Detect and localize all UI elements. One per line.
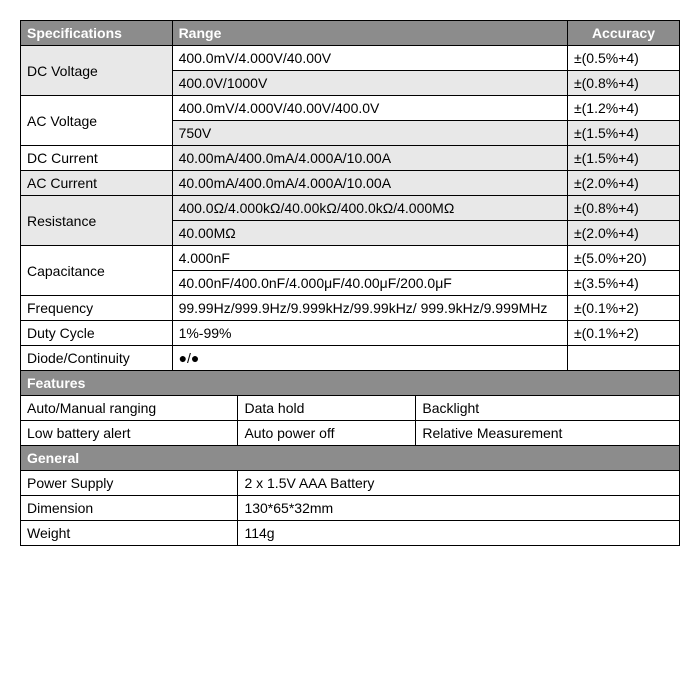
general-label: Dimension — [21, 496, 238, 521]
spec-accuracy: ±(3.5%+4) — [567, 271, 679, 296]
spec-name: Duty Cycle — [21, 321, 173, 346]
spec-range: 40.00mA/400.0mA/4.000A/10.00A — [172, 171, 567, 196]
spec-accuracy: ±(0.5%+4) — [567, 46, 679, 71]
feature-cell: Auto power off — [238, 421, 416, 446]
spec-range: 99.99Hz/999.9Hz/9.999kHz/99.99kHz/ 999.9… — [172, 296, 567, 321]
spec-accuracy: ±(1.5%+4) — [567, 121, 679, 146]
spec-row: Diode/Continuity ●/● — [21, 346, 680, 371]
spec-accuracy: ±(0.1%+2) — [567, 296, 679, 321]
header-range: Range — [172, 21, 567, 46]
general-row: Power Supply 2 x 1.5V AAA Battery — [21, 471, 680, 496]
general-value: 130*65*32mm — [238, 496, 680, 521]
spec-name: Frequency — [21, 296, 173, 321]
spec-row: AC Voltage 400.0mV/4.000V/40.00V/400.0V … — [21, 96, 680, 121]
spec-name: AC Current — [21, 171, 173, 196]
spec-accuracy — [567, 346, 679, 371]
spec-accuracy: ±(2.0%+4) — [567, 221, 679, 246]
spec-row: Capacitance 4.000nF ±(5.0%+20) — [21, 246, 680, 271]
general-row: Dimension 130*65*32mm — [21, 496, 680, 521]
feature-cell: Auto/Manual ranging — [21, 396, 238, 421]
spec-accuracy: ±(0.8%+4) — [567, 71, 679, 96]
spec-accuracy: ±(5.0%+20) — [567, 246, 679, 271]
general-label: Weight — [21, 521, 238, 546]
spec-range: 400.0Ω/4.000kΩ/40.00kΩ/400.0kΩ/4.000MΩ — [172, 196, 567, 221]
feature-row: Auto/Manual ranging Data hold Backlight — [21, 396, 680, 421]
features-header-row: Features — [21, 371, 680, 396]
spec-accuracy: ±(1.2%+4) — [567, 96, 679, 121]
general-header: General — [21, 446, 680, 471]
spec-name: DC Current — [21, 146, 173, 171]
header-specifications: Specifications — [21, 21, 173, 46]
spec-name: Diode/Continuity — [21, 346, 173, 371]
spec-row: Duty Cycle 1%-99% ±(0.1%+2) — [21, 321, 680, 346]
spec-name: Capacitance — [21, 246, 173, 296]
feature-cell: Data hold — [238, 396, 416, 421]
spec-accuracy: ±(1.5%+4) — [567, 146, 679, 171]
spec-row: DC Current 40.00mA/400.0mA/4.000A/10.00A… — [21, 146, 680, 171]
spec-range: ●/● — [172, 346, 567, 371]
spec-accuracy: ±(0.1%+2) — [567, 321, 679, 346]
spec-name: AC Voltage — [21, 96, 173, 146]
spec-range: 4.000nF — [172, 246, 567, 271]
spec-range: 750V — [172, 121, 567, 146]
spec-accuracy: ±(0.8%+4) — [567, 196, 679, 221]
spec-range: 40.00MΩ — [172, 221, 567, 246]
spec-range: 40.00nF/400.0nF/4.000μF/40.00μF/200.0μF — [172, 271, 567, 296]
general-row: Weight 114g — [21, 521, 680, 546]
spec-range: 400.0mV/4.000V/40.00V/400.0V — [172, 96, 567, 121]
spec-name: Resistance — [21, 196, 173, 246]
spec-accuracy: ±(2.0%+4) — [567, 171, 679, 196]
spec-row: AC Current 40.00mA/400.0mA/4.000A/10.00A… — [21, 171, 680, 196]
feature-cell: Low battery alert — [21, 421, 238, 446]
general-label: Power Supply — [21, 471, 238, 496]
spec-row: DC Voltage 400.0mV/4.000V/40.00V ±(0.5%+… — [21, 46, 680, 71]
general-value: 114g — [238, 521, 680, 546]
header-accuracy: Accuracy — [567, 21, 679, 46]
spec-name: DC Voltage — [21, 46, 173, 96]
feature-row: Low battery alert Auto power off Relativ… — [21, 421, 680, 446]
spec-range: 1%-99% — [172, 321, 567, 346]
general-header-row: General — [21, 446, 680, 471]
features-header: Features — [21, 371, 680, 396]
spec-range: 400.0mV/4.000V/40.00V — [172, 46, 567, 71]
spec-row: Resistance 400.0Ω/4.000kΩ/40.00kΩ/400.0k… — [21, 196, 680, 221]
specifications-table: Specifications Range Accuracy DC Voltage… — [20, 20, 680, 546]
spec-range: 400.0V/1000V — [172, 71, 567, 96]
feature-cell: Relative Measurement — [416, 421, 680, 446]
spec-row: Frequency 99.99Hz/999.9Hz/9.999kHz/99.99… — [21, 296, 680, 321]
header-row: Specifications Range Accuracy — [21, 21, 680, 46]
general-value: 2 x 1.5V AAA Battery — [238, 471, 680, 496]
feature-cell: Backlight — [416, 396, 680, 421]
spec-range: 40.00mA/400.0mA/4.000A/10.00A — [172, 146, 567, 171]
